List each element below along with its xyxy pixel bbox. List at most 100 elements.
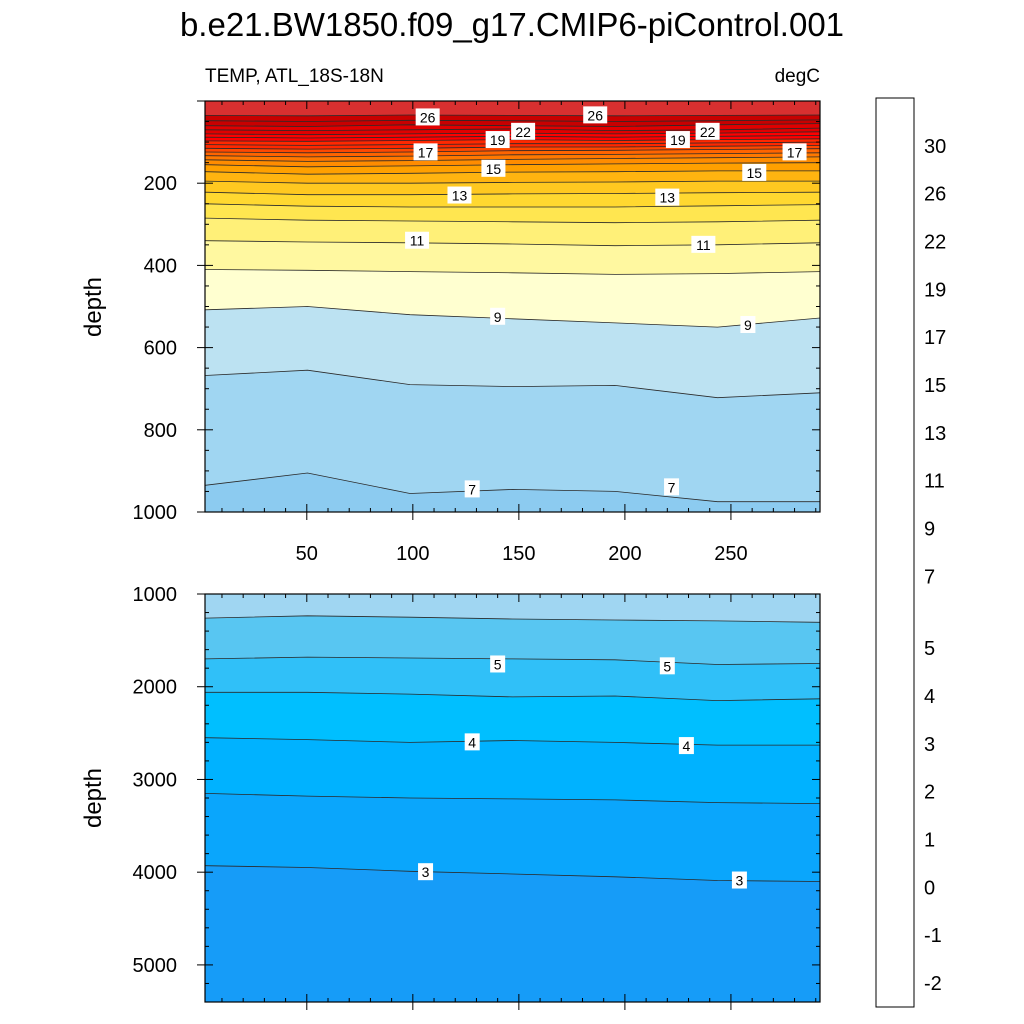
isotherm-line bbox=[205, 691, 820, 702]
contour-label: 7 bbox=[464, 480, 480, 498]
isotherm-line bbox=[205, 369, 820, 399]
isotherm-line bbox=[205, 119, 820, 122]
isotherm-line bbox=[205, 615, 820, 623]
isotherm-line bbox=[205, 156, 820, 162]
colorbar-label: 11 bbox=[924, 471, 945, 493]
x-tick-label: 250 bbox=[714, 543, 747, 565]
colorbar-label: 13 bbox=[924, 423, 946, 445]
x-tick-label: 50 bbox=[296, 543, 318, 565]
svg-text:26: 26 bbox=[587, 107, 603, 123]
upper-y-axis-label: depth bbox=[80, 277, 107, 337]
svg-text:4: 4 bbox=[468, 734, 476, 750]
contour-label: 11 bbox=[405, 231, 430, 249]
contour-label: 22 bbox=[695, 122, 720, 140]
colorbar-label: 5 bbox=[924, 638, 935, 660]
temp-band bbox=[205, 370, 820, 512]
y-tick-label: 1000 bbox=[133, 584, 178, 606]
lower-y-axis-label: depth bbox=[80, 768, 107, 828]
y-tick-label: 800 bbox=[144, 420, 177, 442]
upper-panel: 26 26 22 22 19 19 17 17 15 15 13 13 11 11 9 9 7 7 50 100 150… bbox=[133, 100, 821, 565]
isotherm-line bbox=[205, 217, 820, 224]
svg-text:19: 19 bbox=[490, 132, 506, 148]
colorbar-label: 1 bbox=[924, 830, 935, 852]
colorbar-label: 7 bbox=[924, 566, 935, 588]
lower-panel: 5 5 4 4 3 3 1000 2000 3000 4000 5000 bbox=[133, 584, 821, 1010]
isotherm-line bbox=[205, 240, 820, 247]
colorbar-label: 17 bbox=[924, 327, 946, 349]
chart-title: b.e21.BW1850.f09_g17.CMIP6-piControl.001 bbox=[180, 6, 844, 43]
svg-text:3: 3 bbox=[422, 864, 430, 880]
colorbar-label: 9 bbox=[924, 519, 935, 541]
contour-label: 17 bbox=[413, 143, 438, 161]
contour-label: 5 bbox=[490, 655, 506, 673]
contour-label: 3 bbox=[731, 871, 747, 889]
contour-label: 26 bbox=[583, 106, 608, 124]
y-tick-label: 2000 bbox=[133, 677, 178, 699]
contour-label: 22 bbox=[511, 122, 536, 140]
contour-label: 13 bbox=[655, 188, 680, 206]
isotherm-line bbox=[205, 306, 820, 328]
isotherm-line bbox=[205, 203, 820, 208]
svg-text:13: 13 bbox=[452, 188, 468, 204]
isotherm-line bbox=[205, 793, 820, 804]
isotherm-line bbox=[205, 180, 820, 184]
colorbar-label: 0 bbox=[924, 877, 935, 899]
temp-band bbox=[205, 865, 820, 1002]
contour-label: 9 bbox=[490, 307, 506, 325]
isotherm-line bbox=[205, 145, 820, 150]
contour-label: 7 bbox=[664, 478, 680, 496]
contour-label: 3 bbox=[418, 863, 434, 881]
svg-text:22: 22 bbox=[515, 124, 531, 140]
isotherm-line bbox=[205, 472, 820, 503]
colorbar-label: 22 bbox=[924, 232, 946, 254]
colorbar-label: 2 bbox=[924, 782, 935, 804]
isotherm-line bbox=[205, 114, 820, 117]
isotherm-line bbox=[205, 170, 820, 175]
y-tick-label: 3000 bbox=[133, 769, 178, 791]
isotherm-line bbox=[205, 656, 820, 665]
colorbar-label: -1 bbox=[924, 925, 942, 947]
svg-text:22: 22 bbox=[700, 124, 716, 140]
isotherm-line bbox=[205, 737, 820, 746]
isotherm-line bbox=[205, 191, 820, 196]
x-tick-label: 150 bbox=[502, 543, 535, 565]
svg-text:9: 9 bbox=[494, 309, 502, 325]
contour-label: 17 bbox=[782, 143, 807, 161]
svg-text:11: 11 bbox=[410, 233, 425, 249]
contour-label: 13 bbox=[447, 186, 472, 204]
colorbar: -2 -1 0 1 2 3 4 5 7 9 11 13 15 17 19 22 26 30 bbox=[875, 97, 946, 1008]
svg-text:26: 26 bbox=[420, 109, 436, 125]
contour-label: 9 bbox=[740, 315, 756, 333]
colorbar-label: 3 bbox=[924, 734, 935, 756]
colorbar-label: 15 bbox=[924, 375, 946, 397]
svg-text:5: 5 bbox=[663, 658, 671, 674]
svg-text:4: 4 bbox=[682, 738, 690, 754]
svg-text:9: 9 bbox=[744, 317, 752, 333]
isotherm-line bbox=[205, 152, 820, 158]
colorbar-frame bbox=[875, 97, 915, 1008]
contour-label: 5 bbox=[659, 657, 675, 675]
svg-text:17: 17 bbox=[418, 144, 434, 160]
variable-subtitle: TEMP, ATL_18S-18N bbox=[205, 66, 384, 87]
x-tick-label: 100 bbox=[396, 543, 429, 565]
isotherm-line bbox=[205, 141, 820, 146]
y-tick-label: 1000 bbox=[133, 502, 178, 524]
y-tick-label: 600 bbox=[144, 338, 177, 360]
contour-label: 19 bbox=[485, 131, 510, 149]
colorbar-label: 30 bbox=[924, 136, 946, 158]
svg-text:19: 19 bbox=[670, 132, 686, 148]
contour-label: 4 bbox=[464, 733, 480, 751]
colorbar-label: 26 bbox=[924, 184, 946, 206]
colorbar-label: 4 bbox=[924, 686, 935, 708]
svg-text:3: 3 bbox=[736, 873, 744, 889]
isotherm-line bbox=[205, 865, 820, 882]
svg-text:15: 15 bbox=[746, 165, 762, 181]
isotherm-line bbox=[205, 269, 820, 275]
temp-band bbox=[205, 473, 820, 512]
y-tick-label: 5000 bbox=[133, 955, 178, 977]
isotherm-line bbox=[205, 162, 820, 168]
y-tick-label: 400 bbox=[144, 255, 177, 277]
isotherm-line bbox=[205, 148, 820, 154]
y-tick-label: 4000 bbox=[133, 862, 178, 884]
